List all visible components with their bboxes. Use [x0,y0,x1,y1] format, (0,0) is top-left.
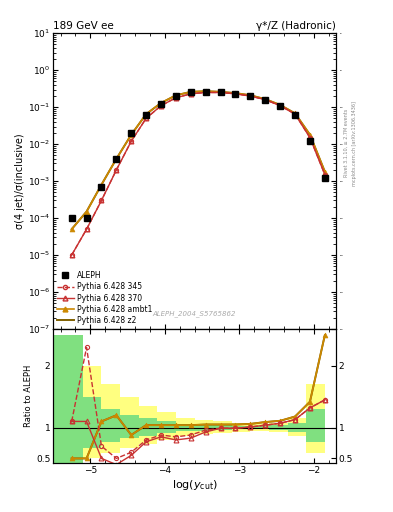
Text: mcplots.cern.ch [arXiv:1306.3436]: mcplots.cern.ch [arXiv:1306.3436] [352,101,357,186]
Text: γ*/Z (Hadronic): γ*/Z (Hadronic) [256,21,336,31]
Bar [306,409,325,442]
Bar [306,385,325,453]
Bar [83,397,101,448]
Bar [250,424,269,431]
Bar [232,426,250,430]
Bar [139,418,157,436]
Bar [213,421,232,433]
Bar [157,412,176,440]
Bar [101,385,120,453]
Y-axis label: σ(4 jet)/σ(inclusive): σ(4 jet)/σ(inclusive) [15,133,25,229]
Bar [101,409,120,442]
Text: Rivet 3.1.10, ≥ 2.7M events: Rivet 3.1.10, ≥ 2.7M events [344,109,349,178]
Bar [120,397,139,448]
Bar [157,421,176,433]
Y-axis label: Ratio to ALEPH: Ratio to ALEPH [24,365,33,428]
Bar [120,415,139,438]
X-axis label: $\log(y_{\rm cut})$: $\log(y_{\rm cut})$ [172,478,217,492]
Bar [288,418,306,436]
Bar [213,425,232,430]
Bar [83,366,101,458]
Bar [288,423,306,432]
Bar [269,425,288,430]
Bar [139,406,157,443]
Text: ALEPH_2004_S5765862: ALEPH_2004_S5765862 [153,310,236,317]
Legend: ALEPH, Pythia 6.428 345, Pythia 6.428 370, Pythia 6.428 ambt1, Pythia 6.428 z2: ALEPH, Pythia 6.428 345, Pythia 6.428 37… [57,271,152,325]
Text: 189 GeV ee: 189 GeV ee [53,21,114,31]
Bar [232,423,250,432]
Bar [195,420,213,434]
Bar [250,426,269,429]
Bar [176,418,195,436]
Bar [176,424,195,431]
Bar [269,423,288,432]
Bar [53,335,83,464]
Bar [53,335,83,464]
Bar [195,424,213,431]
